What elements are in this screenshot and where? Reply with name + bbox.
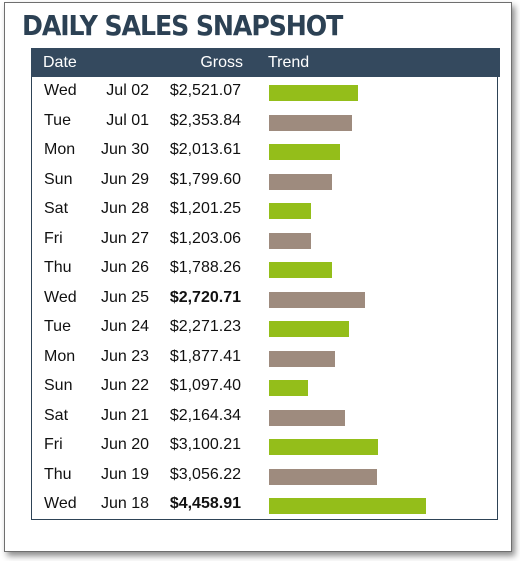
table-row: Wed Jun 18 $4,458.91 xyxy=(32,490,497,520)
table-row: Tue Jun 24 $2,271.23 xyxy=(32,313,497,343)
trend-bar xyxy=(269,321,349,337)
trend-bar xyxy=(269,262,332,278)
table-row: Thu Jun 19 $3,056.22 xyxy=(32,461,497,491)
cell-day: Wed xyxy=(44,495,77,512)
cell-day: Wed xyxy=(44,288,77,306)
table-row: Wed Jun 25 $2,720.71 xyxy=(32,284,497,314)
table-row: Mon Jun 23 $1,877.41 xyxy=(32,343,497,373)
trend-bar xyxy=(269,439,378,455)
cell-gross: $3,100.21 xyxy=(169,436,241,453)
trend-bar xyxy=(269,380,308,396)
cell-date: Jun 20 xyxy=(100,436,149,453)
cell-gross: $1,877.41 xyxy=(169,347,241,365)
cell-gross: $2,013.61 xyxy=(169,141,241,158)
cell-date: Jul 01 xyxy=(106,111,149,129)
cell-day: Sat xyxy=(44,200,69,217)
cell-gross: $1,097.40 xyxy=(169,377,241,394)
snapshot-card: DAILY SALES SNAPSHOT Date Gross Trend We… xyxy=(4,2,512,552)
cell-date: Jun 19 xyxy=(100,465,149,483)
cell-day: Thu xyxy=(44,259,72,276)
cell-date: Jun 28 xyxy=(100,200,149,217)
trend-bar xyxy=(269,85,358,101)
table-row: Sun Jun 29 $1,799.60 xyxy=(32,166,497,196)
cell-gross: $2,271.23 xyxy=(169,318,241,335)
cell-date: Jun 30 xyxy=(100,141,149,158)
cell-gross: $1,203.06 xyxy=(169,229,241,247)
table-row: Fri Jun 27 $1,203.06 xyxy=(32,225,497,255)
header-date: Date xyxy=(43,54,77,71)
cell-date: Jun 22 xyxy=(100,377,149,394)
trend-bar xyxy=(269,203,311,219)
table-row: Fri Jun 20 $3,100.21 xyxy=(32,431,497,461)
cell-gross: $3,056.22 xyxy=(169,465,241,483)
cell-date: Jun 25 xyxy=(100,288,149,306)
table-row: Wed Jul 02 $2,521.07 xyxy=(32,77,497,107)
cell-day: Wed xyxy=(44,82,77,99)
cell-gross: $2,521.07 xyxy=(169,82,241,99)
cell-gross: $1,201.25 xyxy=(169,200,241,217)
cell-day: Mon xyxy=(44,141,76,158)
cell-date: Jun 18 xyxy=(100,495,149,512)
cell-day: Mon xyxy=(44,347,76,365)
trend-bar xyxy=(269,350,335,367)
cell-day: Thu xyxy=(44,465,72,483)
trend-bar xyxy=(269,144,340,160)
cell-gross: $2,720.71 xyxy=(169,288,241,306)
cell-day: Sun xyxy=(44,170,73,188)
trend-bar xyxy=(269,498,426,514)
cell-day: Sun xyxy=(44,377,73,394)
trend-bar xyxy=(269,291,365,308)
trend-bar xyxy=(269,173,332,190)
cell-day: Tue xyxy=(44,318,71,335)
cell-date: Jun 29 xyxy=(100,170,149,188)
cell-date: Jun 27 xyxy=(100,229,149,247)
header-gross: Gross xyxy=(200,54,243,71)
cell-gross: $1,788.26 xyxy=(169,259,241,276)
cell-date: Jun 23 xyxy=(100,347,149,365)
cell-date: Jun 26 xyxy=(100,259,149,276)
table-row: Thu Jun 26 $1,788.26 xyxy=(32,254,497,284)
cell-date: Jun 24 xyxy=(100,318,149,335)
cell-gross: $1,799.60 xyxy=(169,170,241,188)
trend-bar xyxy=(269,114,352,131)
cell-gross: $4,458.91 xyxy=(169,495,241,512)
table-row: Mon Jun 30 $2,013.61 xyxy=(32,136,497,166)
cell-day: Sat xyxy=(44,406,69,424)
cell-day: Fri xyxy=(44,436,63,453)
trend-bar xyxy=(269,232,311,249)
page-title: DAILY SALES SNAPSHOT xyxy=(22,9,343,42)
cell-date: Jul 02 xyxy=(106,82,149,99)
header-trend: Trend xyxy=(268,54,310,71)
cell-day: Tue xyxy=(44,111,71,129)
sales-table: Date Gross Trend Wed Jul 02 $2,521.07 Tue Ju… xyxy=(31,48,500,520)
table-row: Sun Jun 22 $1,097.40 xyxy=(32,372,497,402)
table-row: Tue Jul 01 $2,353.84 xyxy=(32,107,497,137)
trend-bar xyxy=(269,409,345,426)
cell-gross: $2,353.84 xyxy=(169,111,241,129)
cell-date: Jun 21 xyxy=(100,406,149,424)
cell-gross: $2,164.34 xyxy=(169,406,241,424)
table-row: Sat Jun 21 $2,164.34 xyxy=(32,402,497,432)
table-row: Sat Jun 28 $1,201.25 xyxy=(32,195,497,225)
trend-bar xyxy=(269,468,377,485)
table-header: Date Gross Trend xyxy=(31,48,500,77)
cell-day: Fri xyxy=(44,229,63,247)
